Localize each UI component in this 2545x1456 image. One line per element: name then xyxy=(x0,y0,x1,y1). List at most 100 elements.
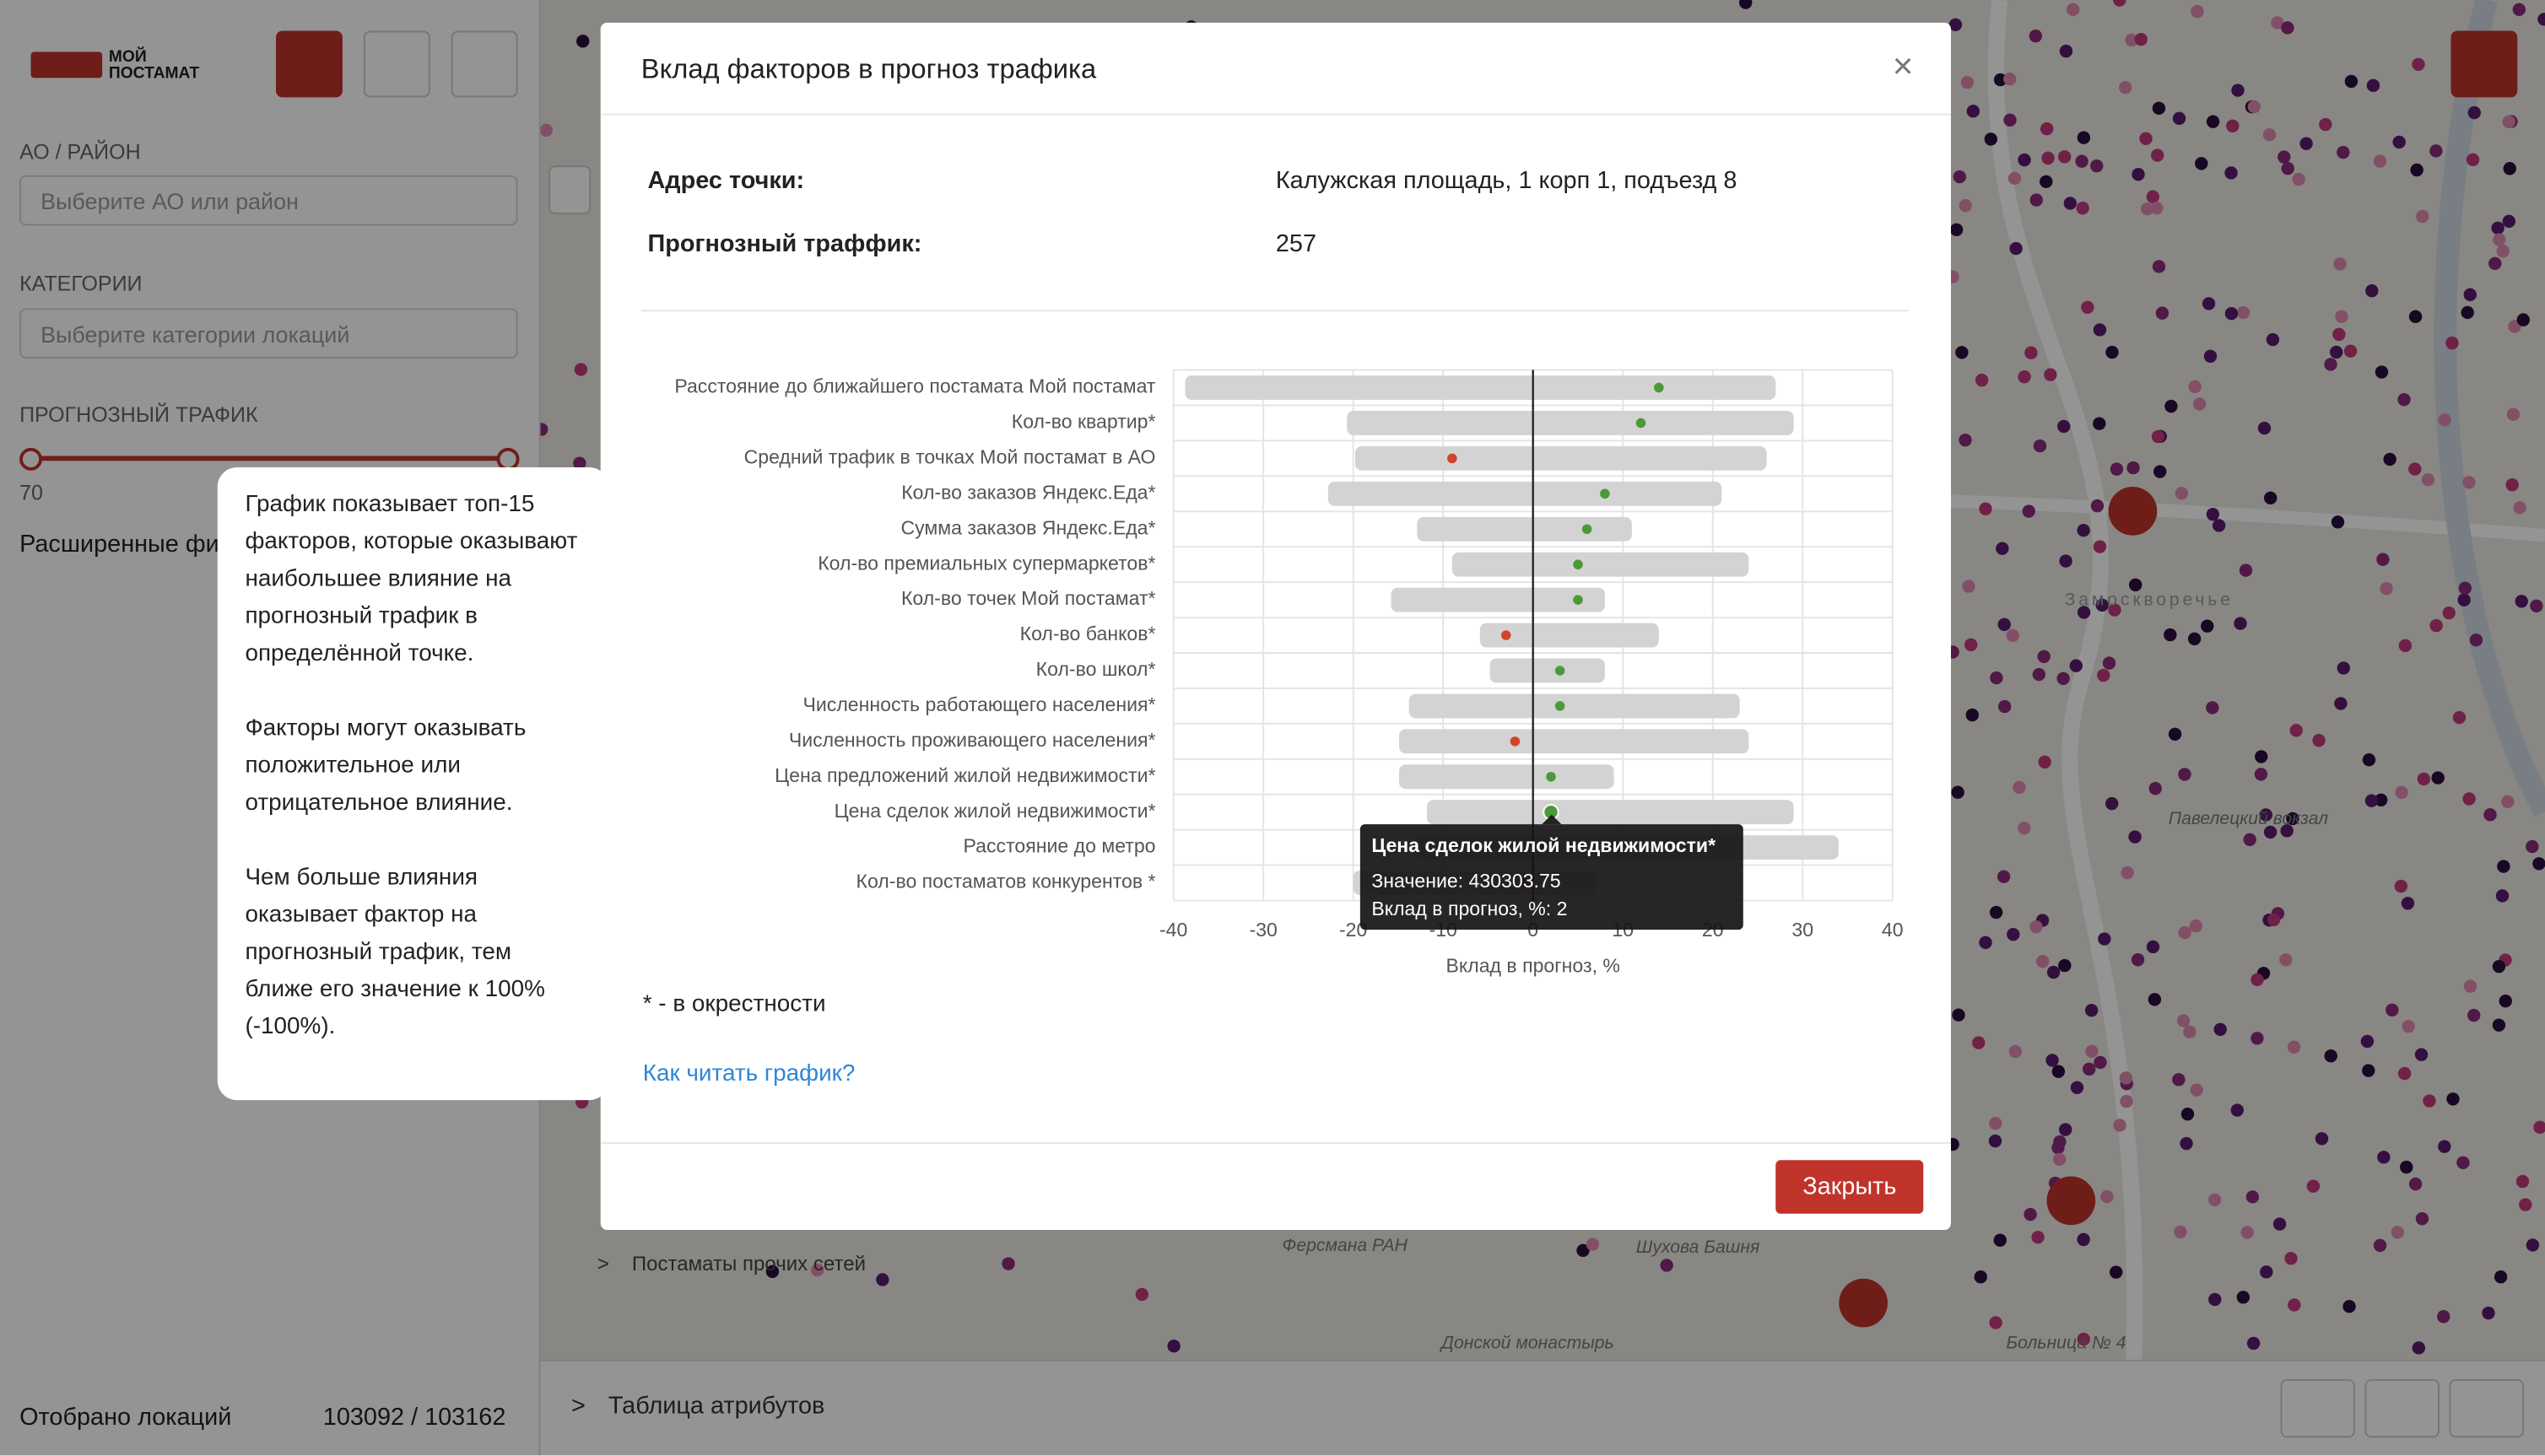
map-point xyxy=(2299,137,2313,150)
map-point xyxy=(2093,540,2107,553)
map-point xyxy=(2121,866,2134,880)
map-point xyxy=(2365,283,2379,298)
dot xyxy=(1573,559,1583,569)
map-point xyxy=(576,35,590,48)
map-point xyxy=(2059,554,2072,568)
logo-text: МОЙ ПОСТАМАТ xyxy=(109,50,199,83)
map-point xyxy=(1979,936,1992,949)
y-tick-label: Кол-во точек Мой постамат* xyxy=(901,587,1156,609)
map-point xyxy=(2263,825,2278,839)
map-point xyxy=(2423,1094,2436,1108)
map-point xyxy=(2207,1193,2222,1207)
map-point xyxy=(1949,223,1964,237)
map-point xyxy=(2335,310,2348,323)
map-point xyxy=(2284,1251,2298,1265)
close-button[interactable]: Закрыть xyxy=(1775,1160,1924,1214)
map-point xyxy=(1993,1233,2007,1247)
map-marker xyxy=(2108,487,2158,536)
map-point xyxy=(2392,135,2406,149)
range-bar xyxy=(1451,552,1749,577)
tools-button[interactable] xyxy=(363,30,430,98)
dot xyxy=(1654,382,1664,393)
map-point xyxy=(2505,478,2519,492)
map-point xyxy=(2344,74,2359,89)
map-point xyxy=(2446,1092,2460,1106)
map-point xyxy=(2412,57,2425,71)
close-icon[interactable]: × xyxy=(1892,45,1914,86)
map-point xyxy=(2155,306,2169,320)
map-point xyxy=(2496,244,2510,258)
map-point xyxy=(2180,1107,2195,1121)
map-point xyxy=(2098,932,2111,946)
map-point xyxy=(2333,257,2347,271)
map-point xyxy=(2226,119,2240,132)
map-point xyxy=(2113,1119,2126,1132)
map-point xyxy=(2257,421,2272,435)
modal: Вклад факторов в прогноз трафика × Адрес… xyxy=(600,22,1952,1230)
map-point xyxy=(2376,553,2390,566)
map-point xyxy=(573,456,586,470)
map-point xyxy=(2243,833,2256,846)
map-point xyxy=(2164,399,2178,413)
advanced-filters[interactable]: Расширенные фи xyxy=(19,530,219,558)
layer-item[interactable]: > Постаматы прочих сетей xyxy=(597,1252,867,1275)
map-point xyxy=(1959,433,1972,447)
map-point xyxy=(2461,305,2474,320)
map-point xyxy=(2151,148,2164,162)
help-link[interactable]: Как читать график? xyxy=(642,1060,856,1087)
map-point xyxy=(2342,1300,2356,1313)
settings-button[interactable] xyxy=(2280,1378,2355,1438)
map-marker xyxy=(2046,1176,2096,1226)
map-point xyxy=(1989,1117,2002,1130)
map-point xyxy=(2095,598,2109,612)
map-point xyxy=(2239,564,2253,577)
help-popover: График показывает топ-15 факторов, котор… xyxy=(217,466,609,1101)
range-bar xyxy=(1408,693,1740,719)
traffic-label: ПРОГНОЗНЫЙ ТРАФИК xyxy=(19,402,258,427)
y-tick-label: Численность работающего населения* xyxy=(803,693,1156,715)
address-label: Адрес точки: xyxy=(647,167,805,195)
map-point xyxy=(2206,115,2220,128)
fullscreen-button[interactable] xyxy=(2449,1378,2524,1438)
logout-button[interactable] xyxy=(2450,30,2518,98)
map-point xyxy=(2057,150,2072,164)
map-point xyxy=(2178,768,2191,781)
map-point xyxy=(2059,44,2073,58)
filter-button[interactable] xyxy=(548,165,592,214)
map-point xyxy=(2077,524,2090,537)
map-point xyxy=(2007,171,2022,186)
slider-handle[interactable] xyxy=(19,447,43,471)
search-button[interactable] xyxy=(451,30,518,98)
categories-select[interactable]: Выберите категории локаций xyxy=(19,308,518,359)
dot xyxy=(1554,701,1565,711)
map-point xyxy=(2081,300,2094,315)
map-point xyxy=(2105,345,2119,359)
map-point xyxy=(2279,953,2293,967)
layer-item-label: Постаматы прочих сетей xyxy=(631,1252,867,1275)
map-point xyxy=(1965,708,1980,722)
map-point xyxy=(2395,785,2408,800)
traffic-min: 70 xyxy=(19,480,43,505)
selected-value: 103092 / 103162 xyxy=(322,1403,506,1432)
map-point xyxy=(2077,1232,2090,1247)
analytics-button[interactable] xyxy=(275,30,343,98)
map-point xyxy=(2040,122,2054,136)
map-point xyxy=(2267,913,2281,926)
map-label: Донской монастырь xyxy=(1441,1334,1614,1354)
download-button[interactable] xyxy=(2364,1378,2440,1438)
map-point xyxy=(2515,1174,2530,1189)
divider xyxy=(600,1142,1952,1145)
map-point xyxy=(2259,808,2272,822)
map xyxy=(538,0,2545,1456)
attributes-table-toggle[interactable]: > Таблица атрибутов xyxy=(571,1392,825,1421)
map-point xyxy=(2041,151,2055,165)
map-point xyxy=(2247,100,2261,114)
district-select[interactable]: Выберите АО или район xyxy=(19,175,518,226)
map-point xyxy=(2188,380,2202,394)
map-point xyxy=(2113,0,2126,7)
map-point xyxy=(2394,879,2408,893)
map-point xyxy=(2271,16,2284,30)
traffic-slider[interactable] xyxy=(29,456,509,461)
map-point xyxy=(2467,105,2481,120)
